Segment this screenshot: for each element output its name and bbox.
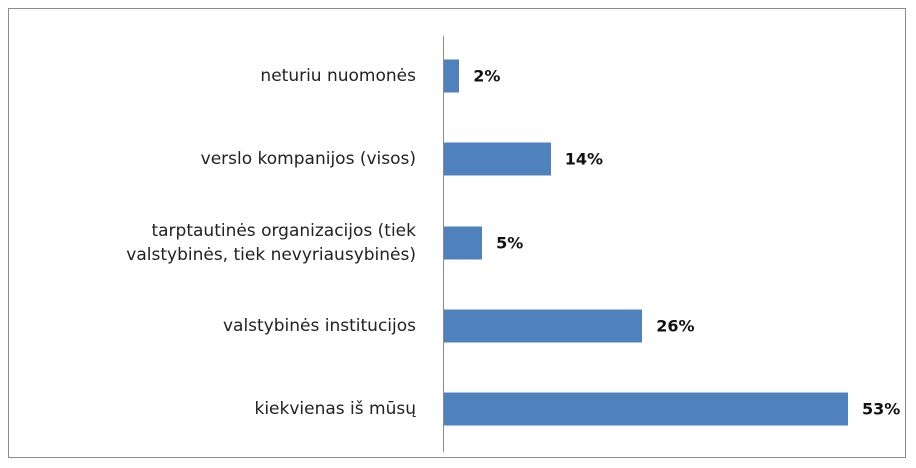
- bar: [444, 309, 643, 343]
- chart-frame: [8, 8, 906, 458]
- value-label: 26%: [656, 316, 695, 336]
- bar: [444, 392, 848, 426]
- category-label: neturiu nuomonės: [260, 65, 416, 86]
- category-axis: [443, 36, 444, 452]
- value-label: 5%: [496, 233, 524, 252]
- bar: [444, 59, 460, 93]
- category-label: tarptautinės organizacijos (tiek valstyb…: [126, 220, 416, 265]
- category-label: kiekvienas iš mūsų: [254, 399, 416, 420]
- bar: [444, 142, 551, 176]
- value-label: 14%: [564, 149, 603, 169]
- category-label: valstybinės institucijos: [222, 315, 416, 336]
- category-label: verslo kompanijos (visos): [200, 149, 416, 170]
- value-label: 53%: [862, 399, 901, 419]
- bar: [444, 226, 483, 259]
- value-label: 2%: [473, 66, 501, 86]
